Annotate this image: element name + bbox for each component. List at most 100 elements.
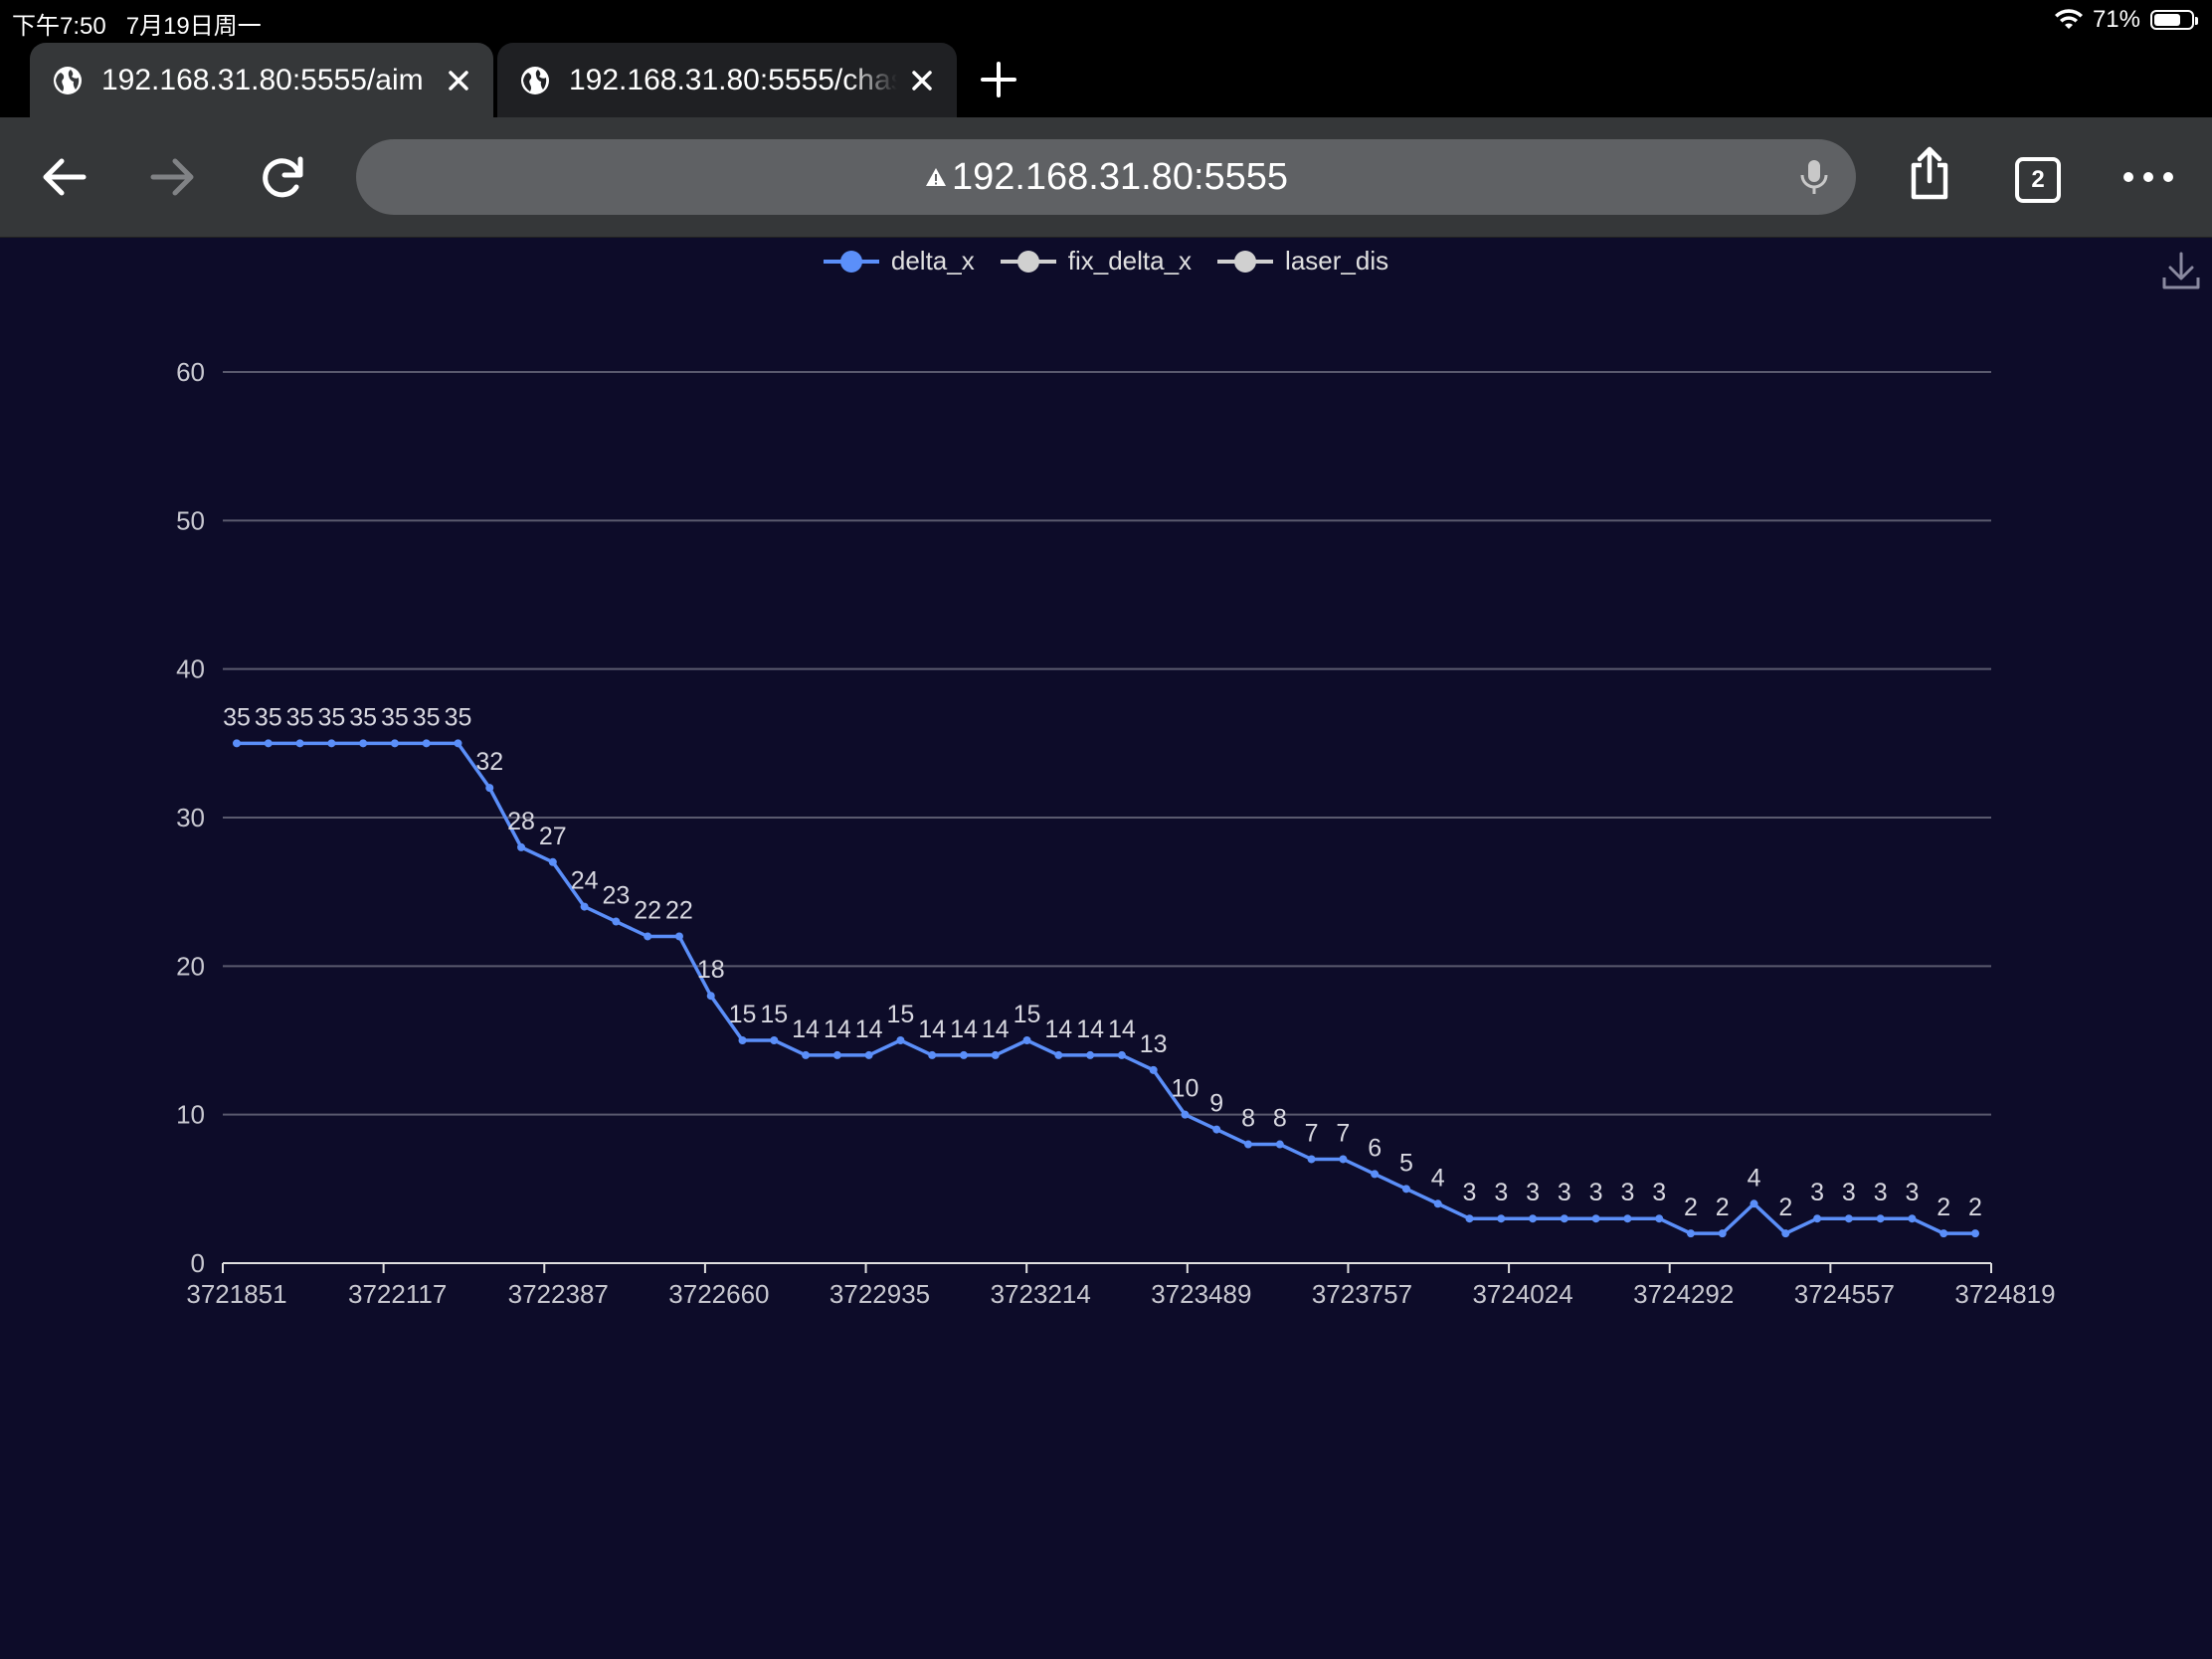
data-label: 3 [1652,1179,1666,1206]
data-point [1655,1214,1664,1223]
data-point [1781,1229,1790,1238]
data-point [928,1050,937,1059]
tab-aim[interactable]: 192.168.31.80:5555/aim [30,43,493,117]
globe-icon [54,66,82,94]
data-label: 18 [697,956,725,984]
close-icon[interactable] [907,66,937,95]
data-point [1939,1229,1948,1238]
data-label: 2 [1778,1194,1792,1221]
data-point [1591,1214,1600,1223]
data-point [1560,1214,1568,1223]
y-tick-label: 60 [176,357,205,387]
x-tick-label: 3722935 [830,1279,930,1309]
data-label: 28 [507,808,535,835]
data-point [422,739,431,748]
y-tick-label: 0 [191,1248,205,1278]
data-label: 22 [634,896,661,924]
data-label: 14 [982,1015,1010,1043]
y-tick-label: 40 [176,654,205,684]
data-label: 15 [760,1001,788,1028]
forward-arrow-icon[interactable] [145,149,201,205]
microphone-icon[interactable] [1794,157,1834,197]
y-tick-label: 50 [176,505,205,535]
status-indicators: 71% [2054,6,2198,34]
data-label: 3 [1842,1179,1856,1206]
data-label: 3 [1620,1179,1634,1206]
new-tab-plus-icon[interactable] [979,60,1018,99]
data-point [327,739,336,748]
battery-icon [2150,10,2198,30]
data-label: 35 [445,703,472,731]
reload-icon[interactable] [255,149,310,205]
legend-label: fix_delta_x [1067,246,1193,276]
data-point [1371,1170,1380,1179]
data-point [1876,1214,1885,1223]
data-label: 3 [1874,1179,1888,1206]
download-icon[interactable] [2160,250,2202,291]
back-arrow-icon[interactable] [36,149,92,205]
x-tick-label: 3722387 [508,1279,609,1309]
x-tick-label: 3724819 [1954,1279,2055,1309]
data-label: 32 [475,748,503,776]
data-label: 5 [1399,1149,1413,1177]
data-point [233,739,241,748]
y-tick-label: 10 [176,1100,205,1130]
data-point [295,739,304,748]
x-tick-label: 3724557 [1794,1279,1895,1309]
data-label: 3 [1463,1179,1477,1206]
legend-label: delta_x [890,246,975,276]
data-point [1686,1229,1695,1238]
data-point [674,932,683,941]
y-tick-label: 20 [176,951,205,981]
browser-toolbar: 192.168.31.80:5555 2 [0,117,2212,238]
legend-item-laser-dis[interactable]: laser_dis [1217,246,1388,276]
data-label: 13 [1140,1030,1168,1058]
tab-title: 192.168.31.80:5555/aim [101,63,424,96]
data-point [1339,1155,1348,1164]
data-point [612,917,621,926]
data-label: 15 [1014,1001,1041,1028]
data-point [1908,1214,1917,1223]
data-label: 22 [665,896,693,924]
x-tick-label: 3723214 [991,1279,1091,1309]
data-point [832,1050,841,1059]
data-label: 2 [1936,1194,1950,1221]
data-label: 6 [1368,1134,1382,1162]
data-label: 15 [729,1001,757,1028]
x-tick-label: 3724024 [1472,1279,1572,1309]
data-point [454,739,462,748]
data-label: 27 [539,823,567,850]
share-icon[interactable] [1902,145,1957,201]
data-label: 14 [855,1015,883,1043]
tab-switcher-button[interactable]: 2 [2015,157,2061,203]
data-point [359,739,368,748]
data-label: 35 [349,703,377,731]
data-point [580,902,589,911]
tab-chase[interactable]: 192.168.31.80:5555/chase [497,43,957,117]
data-point [1086,1050,1095,1059]
data-point [1022,1036,1031,1044]
legend-item-fix-delta-x[interactable]: fix_delta_x [1000,246,1193,276]
data-point [264,739,273,748]
status-time: 下午7:50 [12,13,106,40]
data-label: 14 [824,1015,851,1043]
data-point [1971,1229,1979,1238]
data-point [896,1036,905,1044]
status-time-date: 下午7:50 7月19日周一 [12,6,262,41]
data-point [548,857,557,866]
x-tick-label: 3721851 [186,1279,286,1309]
data-label: 14 [792,1015,820,1043]
globe-icon [521,66,549,94]
data-label: 14 [1108,1015,1136,1043]
legend-item-delta-x[interactable]: delta_x [823,246,975,276]
address-bar[interactable]: 192.168.31.80:5555 [356,139,1856,215]
legend-swatch [1217,250,1274,273]
data-label: 14 [950,1015,978,1043]
data-point [1117,1050,1126,1059]
close-icon[interactable] [444,66,473,95]
data-label: 3 [1526,1179,1540,1206]
more-icon[interactable] [2120,149,2176,205]
legend-swatch [1000,250,1056,273]
legend-label: laser_dis [1285,246,1389,276]
battery-tip [2195,17,2198,25]
